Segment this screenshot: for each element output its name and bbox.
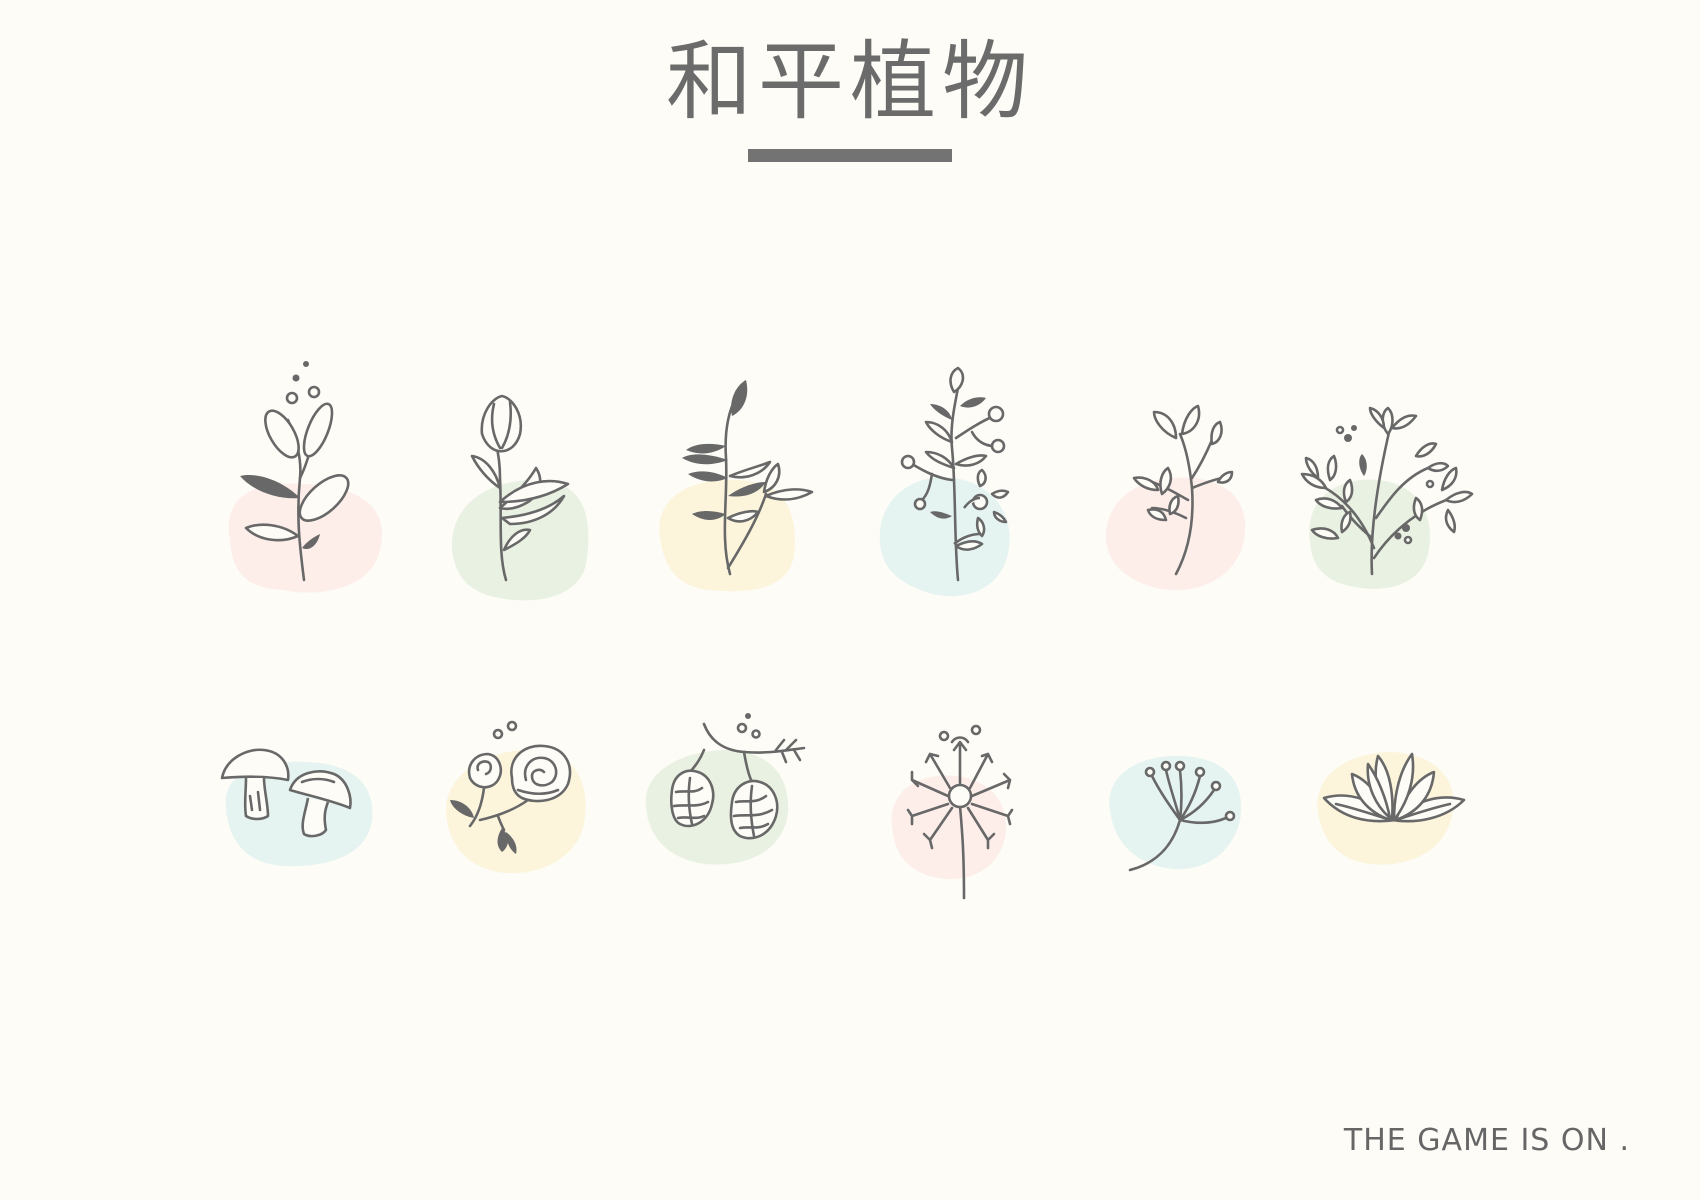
page-title: 和平植物 xyxy=(666,32,1034,132)
roses-icon xyxy=(440,720,630,950)
title-underline xyxy=(748,149,952,162)
mushrooms-icon xyxy=(212,720,402,950)
hop-cones-icon xyxy=(645,713,838,950)
footer-tagline: THE GAME IS ON . xyxy=(1343,1123,1630,1158)
dandelion-icon xyxy=(868,720,1058,950)
tulip-bud-icon xyxy=(440,368,630,601)
fern-sprig-icon xyxy=(648,368,838,598)
umbel-flower-icon xyxy=(1096,720,1286,950)
berry-stem-icon xyxy=(868,366,1058,598)
wildflower-bouquet-icon xyxy=(1296,368,1486,598)
leafy-branch-icon xyxy=(212,361,402,598)
small-sprout-icon xyxy=(1096,368,1286,598)
lotus-icon xyxy=(1296,720,1486,950)
